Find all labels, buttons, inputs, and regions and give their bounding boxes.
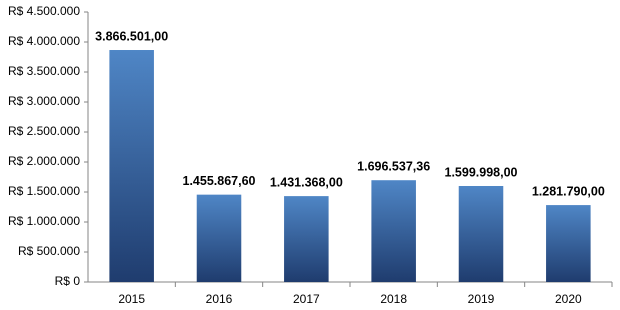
bar (371, 180, 416, 282)
x-tick-label: 2016 (206, 292, 233, 306)
value-label: 3.866.501,00 (95, 29, 168, 43)
y-tick-label: R$ 1.000.000 (8, 214, 80, 228)
y-tick-label: R$ 2.000.000 (8, 154, 80, 168)
value-label: 1.455.867,60 (183, 174, 256, 188)
y-tick-label: R$ 500.000 (18, 244, 80, 258)
y-tick-label: R$ 0 (55, 274, 81, 288)
bar (109, 50, 154, 282)
y-tick-label: R$ 4.000.000 (8, 34, 80, 48)
value-label: 1.431.368,00 (270, 175, 343, 189)
y-tick-label: R$ 2.500.000 (8, 124, 80, 138)
y-tick-label: R$ 1.500.000 (8, 184, 80, 198)
value-label: 1.599.998,00 (445, 165, 518, 179)
y-tick-label: R$ 4.500.000 (8, 4, 80, 18)
x-tick-label: 2018 (380, 292, 407, 306)
bar (284, 196, 329, 282)
y-tick-label: R$ 3.000.000 (8, 94, 80, 108)
bar (458, 186, 504, 282)
x-tick-label: 2020 (555, 292, 582, 306)
y-tick-label: R$ 3.500.000 (8, 64, 80, 78)
bar (546, 205, 591, 282)
x-tick-label: 2019 (468, 292, 495, 306)
x-tick-label: 2017 (293, 292, 320, 306)
x-tick-label: 2015 (118, 292, 145, 306)
value-label: 1.696.537,36 (357, 160, 430, 174)
bar (196, 194, 242, 282)
value-label: 1.281.790,00 (532, 184, 605, 198)
